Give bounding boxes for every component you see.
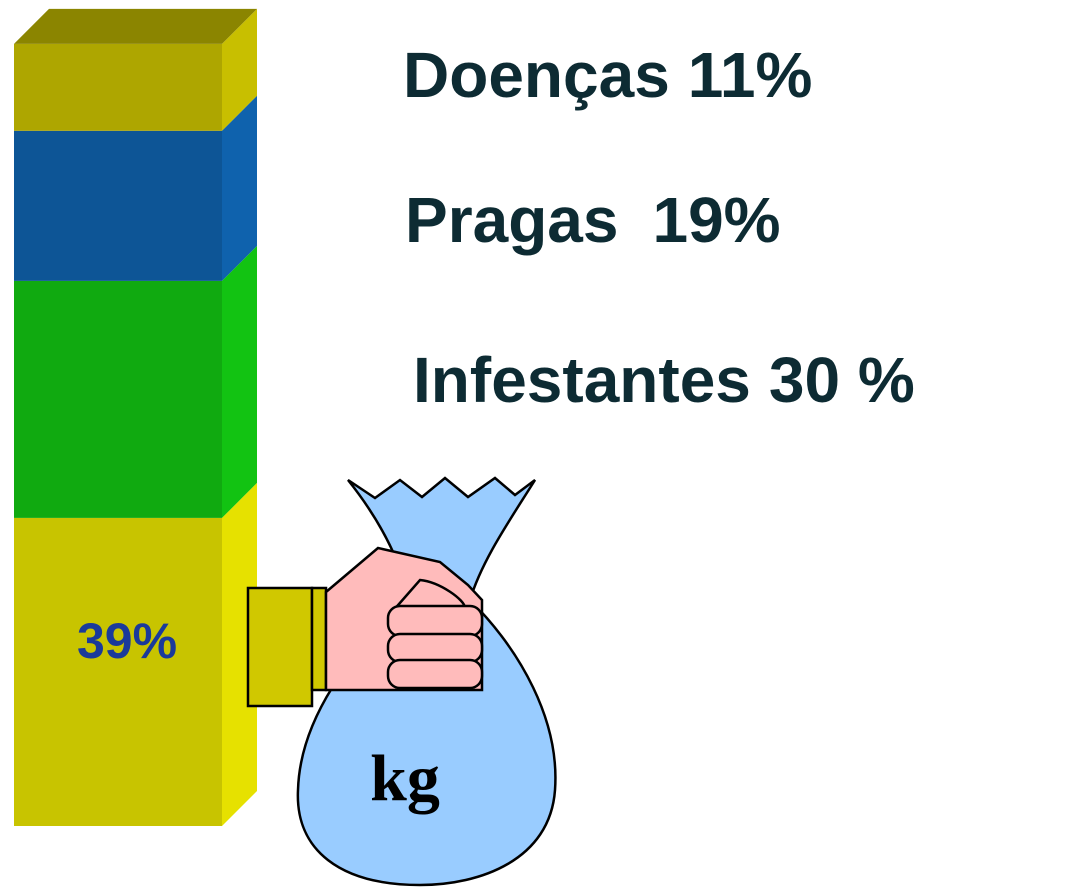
value-label: 39%: [77, 613, 177, 669]
chart: 39% Infestantes30 % Pragas 19% Doenças11% kg: [0, 0, 1068, 892]
legend-label: Pragas 19%: [405, 184, 781, 256]
bag-illustration: [248, 478, 555, 885]
finger: [388, 660, 482, 688]
series-name: Pragas: [405, 184, 618, 256]
bar-segment: [14, 518, 222, 826]
bar-segment: [14, 281, 222, 518]
value-label: 11%: [688, 39, 813, 111]
bar-top: [14, 9, 257, 44]
finger: [388, 606, 482, 636]
bar-segment: [14, 131, 222, 281]
finger: [388, 634, 482, 662]
cuff: [248, 588, 312, 706]
annotation: kg: [370, 742, 440, 815]
bar-segment-side: [222, 246, 257, 518]
series-name: Doenças: [403, 39, 670, 111]
cuff-stripe: [312, 588, 326, 690]
bar-segment: [14, 44, 222, 131]
value-label: 19%: [652, 184, 780, 256]
series-name: Infestantes: [413, 344, 751, 416]
stacked-bar: [14, 9, 257, 826]
value-label: 30 %: [769, 344, 915, 416]
